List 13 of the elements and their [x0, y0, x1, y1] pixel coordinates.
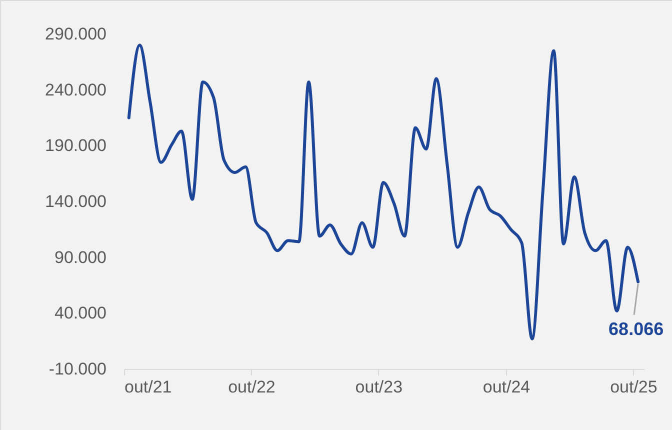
x-tick-label: out/24 — [482, 378, 530, 396]
x-tick-label: out/22 — [228, 378, 276, 396]
y-tick-label: 90.000 — [54, 248, 106, 267]
y-tick-label: 190.000 — [45, 136, 106, 156]
y-tick-label: -10.000 — [48, 360, 106, 378]
x-tick-label: out/21 — [124, 378, 172, 396]
y-tick-label: 40.000 — [54, 304, 106, 323]
y-tick-label: 290.000 — [45, 24, 106, 44]
y-tick-label: 140.000 — [45, 192, 106, 211]
x-tick-label: out/23 — [355, 378, 403, 396]
data-label: 68.066 — [608, 318, 664, 339]
x-tick-label: out/25 — [610, 378, 658, 396]
y-tick-label: 240.000 — [45, 80, 106, 100]
